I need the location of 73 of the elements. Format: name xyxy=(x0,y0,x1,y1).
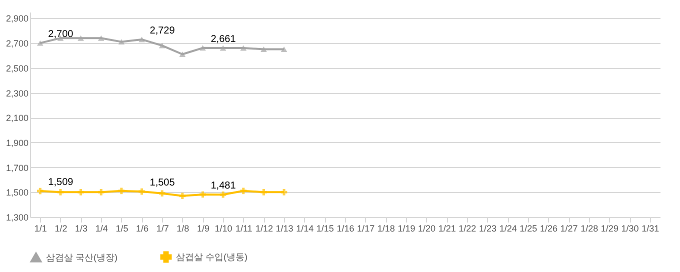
x-tick-label: 1/25 xyxy=(520,224,538,234)
x-tick-label: 1/7 xyxy=(156,224,169,234)
data-label: 1,505 xyxy=(150,178,176,189)
point xyxy=(179,192,186,200)
point xyxy=(280,188,288,196)
point xyxy=(118,188,125,194)
x-tick-label: 1/19 xyxy=(398,224,416,234)
data-label: 2,661 xyxy=(210,34,236,45)
point xyxy=(138,188,145,195)
point xyxy=(98,188,104,196)
x-tick-label: 1/22 xyxy=(458,224,476,234)
x-tick-label: 1/27 xyxy=(560,224,578,234)
point xyxy=(37,40,44,46)
x-tick-label: 1/1 xyxy=(34,224,47,234)
point xyxy=(179,52,186,57)
data-label: 2,729 xyxy=(150,25,176,36)
point xyxy=(138,36,145,42)
x-tick-label: 1/28 xyxy=(580,224,598,234)
y-tick-label: 2,500 xyxy=(6,63,28,74)
point xyxy=(158,42,166,48)
x-tick-label: 1/3 xyxy=(75,224,88,234)
point xyxy=(220,45,226,51)
x-tick-label: 1/4 xyxy=(95,224,108,234)
legend-label: 삼겹살 수입(냉동) xyxy=(176,252,248,262)
point xyxy=(98,35,104,41)
y-tick-label: 1,300 xyxy=(6,212,28,222)
point xyxy=(200,191,206,198)
point xyxy=(78,35,84,41)
point xyxy=(200,45,206,51)
x-tick-label: 1/9 xyxy=(196,224,210,234)
x-tick-label: 1/31 xyxy=(642,224,660,234)
legend-label: 삼겹살 국산(냉장) xyxy=(46,252,118,262)
x-tick-label: 1/26 xyxy=(540,224,558,234)
data-label: 1,509 xyxy=(48,177,74,188)
y-tick-label: 2,100 xyxy=(6,113,28,124)
x-tick-label: 1/8 xyxy=(176,224,190,234)
x-tick-label: 1/16 xyxy=(336,224,354,234)
x-tick-label: 1/11 xyxy=(235,224,252,234)
x-tick-label: 1/5 xyxy=(116,224,128,234)
point xyxy=(57,188,64,196)
x-tick-label: 1/23 xyxy=(478,224,497,234)
x-tick-label: 1/30 xyxy=(621,224,639,234)
x-tick-label: 1/21 xyxy=(438,224,456,234)
y-tick-label: 1,900 xyxy=(6,138,28,148)
x-tick-label: 1/13 xyxy=(276,224,294,234)
x-tick-label: 1/2 xyxy=(54,224,68,234)
y-tick-label: 2,900 xyxy=(6,14,28,24)
point xyxy=(240,188,247,194)
y-tick-label: 2,700 xyxy=(6,38,28,49)
y-tick-label: 1,500 xyxy=(6,188,28,198)
x-tick-label: 1/10 xyxy=(214,224,232,234)
point xyxy=(260,188,267,196)
point xyxy=(280,46,288,52)
x-tick-label: 1/12 xyxy=(255,224,273,234)
point xyxy=(78,188,84,196)
x-tick-label: 1/6 xyxy=(136,224,149,234)
x-tick-label: 1/18 xyxy=(377,224,395,234)
point xyxy=(118,39,125,45)
y-tick-label: 2,300 xyxy=(6,88,28,98)
x-tick-label: 1/14 xyxy=(296,224,314,234)
point xyxy=(37,188,44,194)
x-tick-label: 1/20 xyxy=(418,224,436,234)
x-tick-label: 1/29 xyxy=(600,224,618,234)
y-tick-label: 1,700 xyxy=(6,162,28,173)
point xyxy=(240,45,247,51)
data-label: 1,481 xyxy=(210,180,236,192)
x-tick-label: 1/15 xyxy=(316,224,334,234)
point xyxy=(158,190,166,197)
point xyxy=(220,191,226,198)
x-tick-label: 1/17 xyxy=(357,224,375,234)
x-tick-label: 1/24 xyxy=(499,224,517,234)
point xyxy=(260,46,267,52)
data-label: 2,700 xyxy=(48,29,74,40)
